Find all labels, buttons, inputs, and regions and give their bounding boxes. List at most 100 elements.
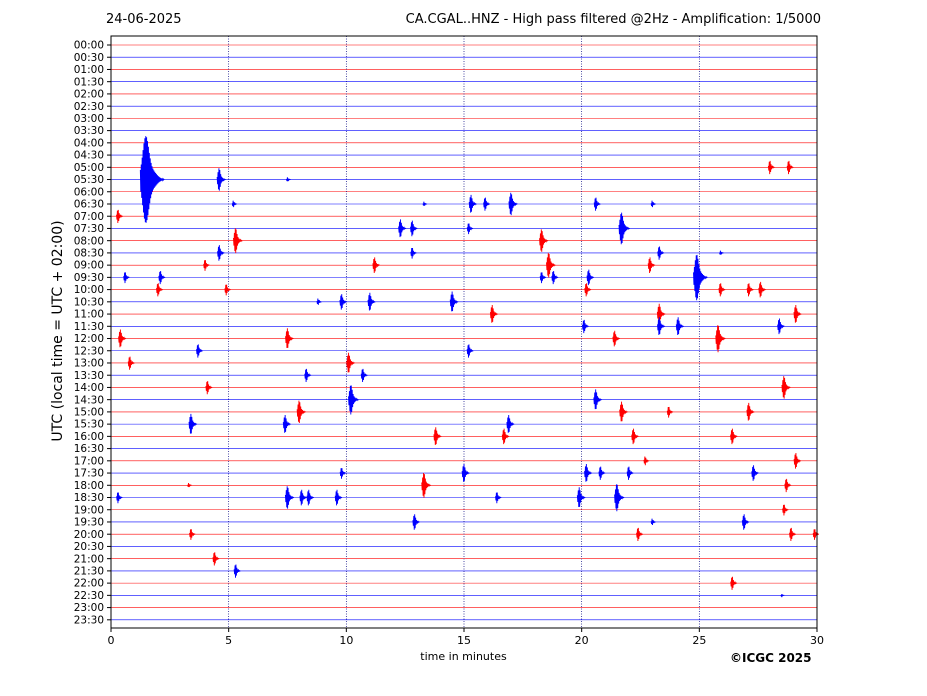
seismic-event [551,270,559,285]
seismic-event [158,270,166,285]
y-tick-label: 12:00 [74,333,104,345]
seismic-event [539,272,547,284]
y-tick-label: 22:00 [74,578,104,590]
seismic-event [598,466,606,480]
y-tick-label: 10:00 [74,284,104,296]
y-tick-label: 09:00 [74,260,104,272]
seismic-event [546,252,556,278]
seismic-event [643,456,650,466]
seismic-event [156,283,163,297]
y-tick-label: 02:30 [74,101,104,113]
seismic-event [612,330,620,347]
seismic-event [780,594,785,598]
seismic-event [715,325,726,353]
chart-title: CA.CGAL..HNZ - High pass filtered @2Hz -… [405,12,821,27]
seismic-event [422,201,428,206]
seismic-event [730,428,738,445]
seismic-event [217,245,225,261]
seismic-event [746,283,754,297]
y-tick-label: 03:00 [74,113,104,125]
seismic-event [189,529,196,540]
y-tick-labels: 00:0000:3001:0001:3002:0002:3003:0003:30… [74,40,111,626]
seismic-event [657,246,665,260]
y-tick-label: 11:00 [74,309,104,321]
seismic-events [116,136,820,598]
seismic-event [483,197,491,211]
seismic-event [196,344,203,358]
y-tick-label: 06:00 [74,186,104,198]
seismic-event [593,197,601,211]
seismic-event [793,453,802,469]
y-tick-label: 09:30 [74,272,104,284]
y-tick-label: 08:30 [74,248,104,260]
seismic-event [372,257,380,273]
seismic-event [657,317,666,335]
seismic-event [203,260,210,271]
seismic-event [812,529,820,540]
seismic-event [346,352,355,373]
x-axis-label: time in minutes [0,650,927,663]
seismic-event [282,415,291,433]
y-tick-label: 10:30 [74,296,104,308]
seismic-event [506,415,515,433]
seismic-event [212,552,220,566]
seismic-event [205,381,213,395]
y-tick-label: 23:00 [74,602,104,614]
seismic-event [693,254,708,301]
seismic-event [789,527,796,542]
seismic-event [626,466,634,480]
seismic-event [410,247,417,259]
seismic-event [304,368,312,383]
y-tick-label: 13:00 [74,358,104,370]
seismic-event [433,427,442,446]
vertical-gridlines [228,36,700,628]
y-tick-label: 03:30 [74,125,104,137]
y-tick-label: 22:30 [74,590,104,602]
y-tick-label: 04:30 [74,150,104,162]
x-tick-label: 20 [575,634,589,647]
seismic-event [421,473,432,498]
seismic-event [781,376,791,399]
seismic-event [306,489,314,506]
y-tick-label: 20:00 [74,529,104,541]
seismic-event [187,482,192,488]
x-tick-label: 15 [457,634,471,647]
x-tick-label: 30 [810,634,824,647]
seismic-event [334,489,343,506]
y-tick-label: 20:30 [74,541,104,553]
y-tick-label: 07:00 [74,211,104,223]
seismic-event [449,291,459,312]
seismic-event [468,194,477,213]
seismic-event [593,389,602,410]
seismic-event [777,318,785,335]
y-tick-label: 04:00 [74,137,104,149]
x-tick-label: 10 [339,634,353,647]
seismic-event [501,428,510,445]
seismic-event [367,292,376,311]
seismic-event [614,484,625,512]
y-tick-label: 18:30 [74,492,104,504]
seismic-event [730,576,738,590]
y-tick-label: 01:30 [74,76,104,88]
y-tick-label: 02:00 [74,89,104,101]
seismic-event [584,283,592,297]
seismic-event [461,463,470,482]
seismic-event [539,229,549,252]
y-tick-label: 05:30 [74,174,104,186]
seismic-event [666,406,674,418]
y-tick-label: 07:30 [74,223,104,235]
seismic-event [139,136,165,223]
seismic-event [719,250,724,255]
seismic-event [618,212,630,245]
seismic-event [188,413,198,434]
seismic-event [508,192,518,216]
seismic-event [224,284,231,296]
seismic-event [286,177,291,182]
y-tick-label: 17:30 [74,468,104,480]
y-tick-label: 01:00 [74,64,104,76]
y-tick-label: 06:30 [74,199,104,211]
seismic-event [116,209,123,224]
x-tick-label: 25 [692,634,706,647]
y-tick-label: 08:00 [74,235,104,247]
y-tick-label: 12:30 [74,345,104,357]
